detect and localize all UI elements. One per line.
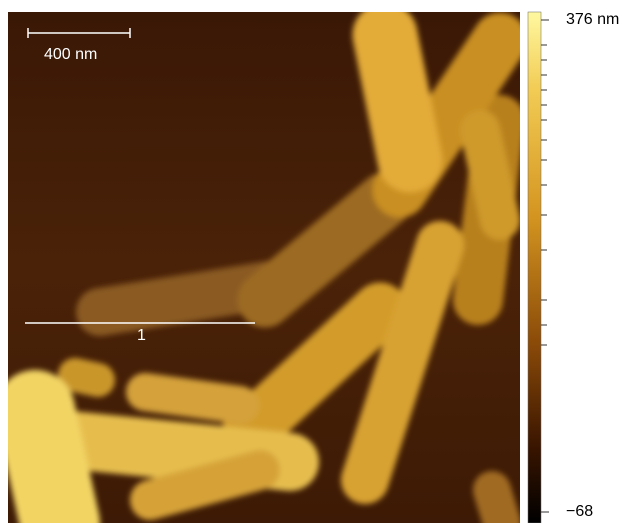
colorbar [528,12,541,523]
colorbar-max-label: 376 nm [566,11,619,28]
afm-figure: 400 nm 1 376 nm −68 [0,0,636,523]
scale-bar-label: 400 nm [44,46,97,63]
afm-image: 400 nm 1 [8,12,520,523]
colorbar-ticks [541,20,549,512]
colorbar-min-label: −68 [566,503,593,520]
page: 400 nm 1 376 nm −68 (() => { const data … [0,0,636,523]
profile-label: 1 [137,327,146,344]
